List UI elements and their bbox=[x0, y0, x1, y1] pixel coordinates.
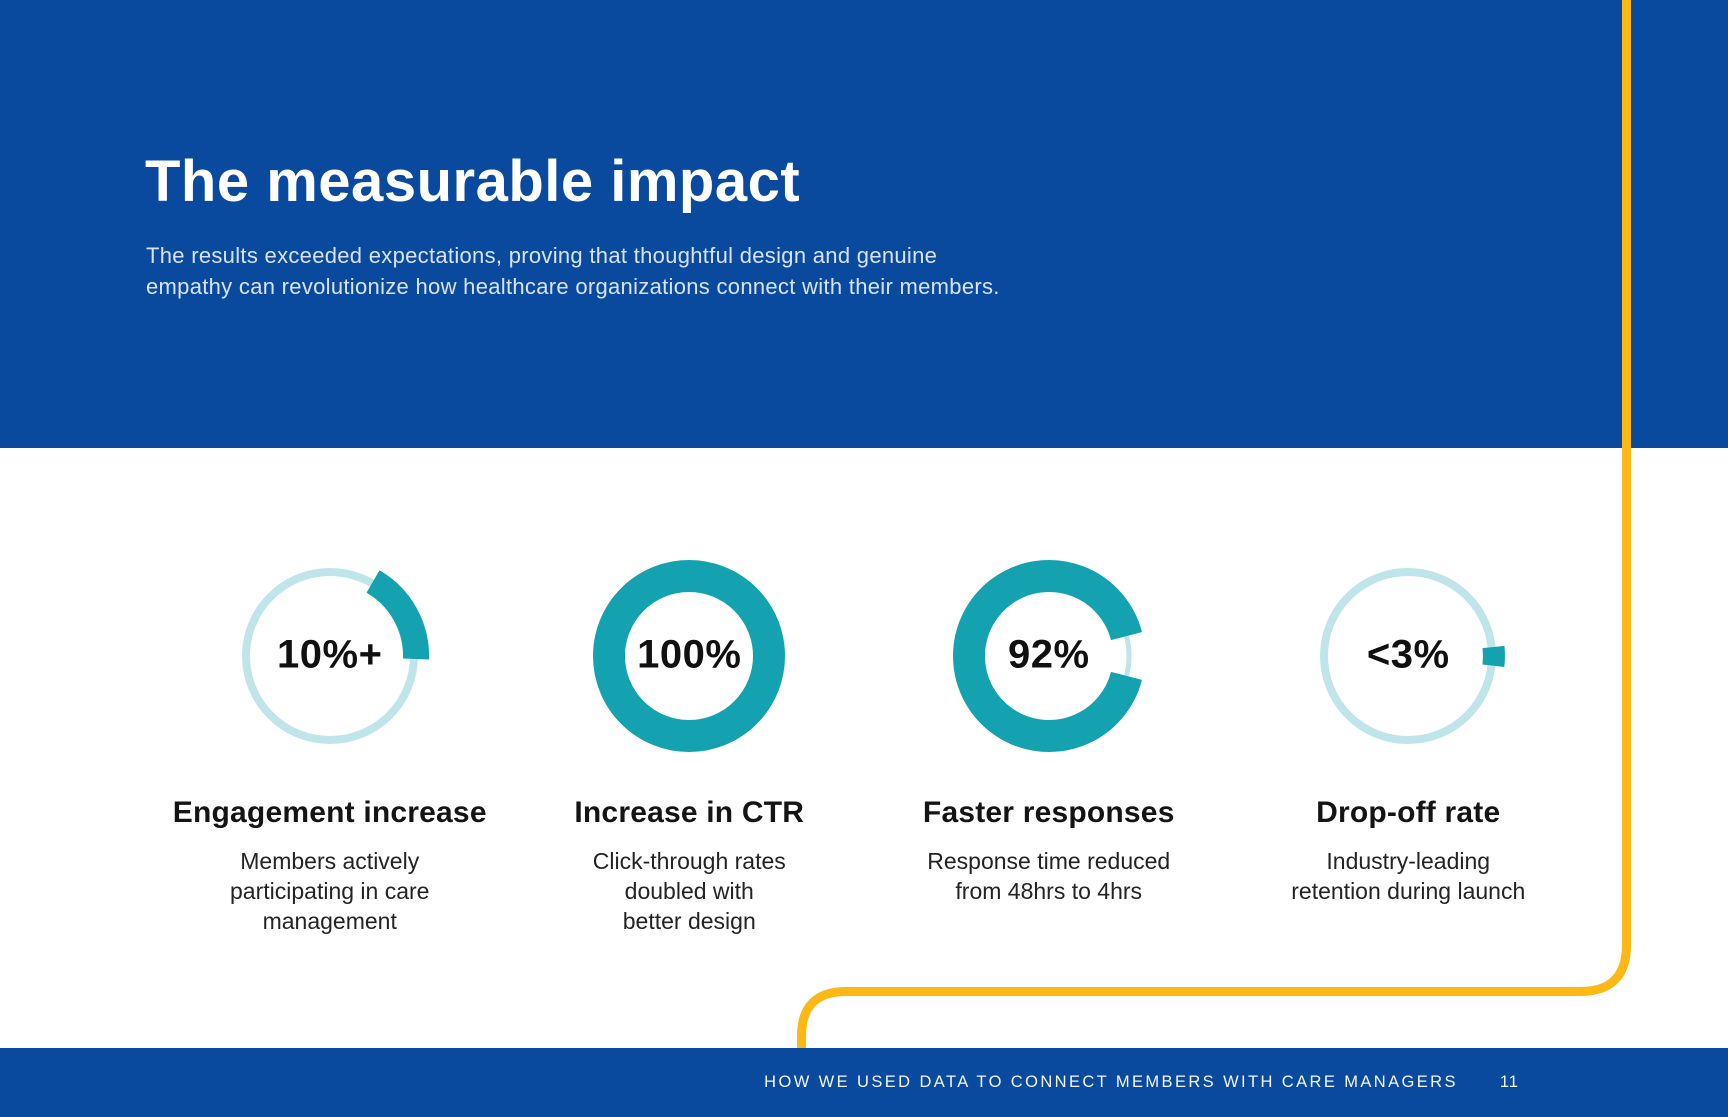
stat-description-line: doubled with bbox=[624, 878, 754, 904]
footer-title: HOW WE USED DATA TO CONNECT MEMBERS WITH… bbox=[764, 1073, 1458, 1091]
stat-description: Industry-leading retention during launch bbox=[1291, 846, 1525, 906]
slide-subtitle-line: empathy can revolutionize how healthcare… bbox=[146, 274, 1000, 299]
stat-card-dropoff: <3% Drop-off rate Industry-leading reten… bbox=[1229, 556, 1589, 936]
stat-description-line: retention during launch bbox=[1291, 878, 1526, 904]
stat-description-line: better design bbox=[622, 908, 756, 934]
donut-ring-icon bbox=[593, 560, 786, 752]
stat-description-line: Response time reduced bbox=[927, 848, 1171, 874]
stat-description-line: participating in care bbox=[230, 878, 430, 904]
stat-label: Faster responses bbox=[922, 796, 1175, 829]
stat-value: 10%+ bbox=[277, 632, 383, 677]
stat-description-line: management bbox=[262, 908, 397, 934]
donut-chart-dropoff: <3% bbox=[1308, 556, 1508, 756]
stat-description: Click-through rates doubled with better … bbox=[593, 846, 786, 936]
stats-row: 10%+ Engagement increase Members activel… bbox=[150, 556, 1588, 936]
slide-subtitle: The results exceeded expectations, provi… bbox=[146, 240, 1000, 302]
stat-value: 100% bbox=[637, 632, 742, 677]
stat-label: Drop-off rate bbox=[1316, 796, 1501, 829]
stat-description-line: from 48hrs to 4hrs bbox=[955, 878, 1143, 904]
stat-description: Response time reduced from 48hrs to 4hrs bbox=[927, 846, 1170, 906]
stat-description: Members actively participating in care m… bbox=[230, 846, 429, 936]
stat-label: Engagement increase bbox=[172, 796, 487, 829]
donut-chart-engagement: 10%+ bbox=[230, 556, 430, 756]
header-band: The measurable impact The results exceed… bbox=[0, 0, 1728, 448]
stat-label: Increase in CTR bbox=[574, 796, 805, 829]
stat-card-responses: 92% Faster responses Response time reduc… bbox=[869, 556, 1229, 936]
stat-value: 92% bbox=[1007, 632, 1090, 677]
donut-ring-icon bbox=[241, 568, 429, 744]
stat-value: <3% bbox=[1366, 632, 1450, 677]
page-title: The measurable impact bbox=[145, 149, 801, 214]
stat-card-engagement: 10%+ Engagement increase Members activel… bbox=[150, 556, 510, 936]
donut-chart-responses: 92% bbox=[949, 556, 1149, 756]
page-number: 11 bbox=[1499, 1073, 1519, 1091]
stat-description-line: Click-through rates bbox=[592, 848, 786, 874]
stat-card-ctr: 100% Increase in CTR Click-through rates… bbox=[510, 556, 870, 936]
stat-description-line: Industry-leading bbox=[1326, 848, 1491, 874]
stat-description-line: Members actively bbox=[240, 848, 420, 874]
footer-band: HOW WE USED DATA TO CONNECT MEMBERS WITH… bbox=[0, 1048, 1728, 1117]
donut-chart-ctr: 100% bbox=[589, 556, 789, 756]
slide-subtitle-line: The results exceeded expectations, provi… bbox=[146, 243, 938, 268]
